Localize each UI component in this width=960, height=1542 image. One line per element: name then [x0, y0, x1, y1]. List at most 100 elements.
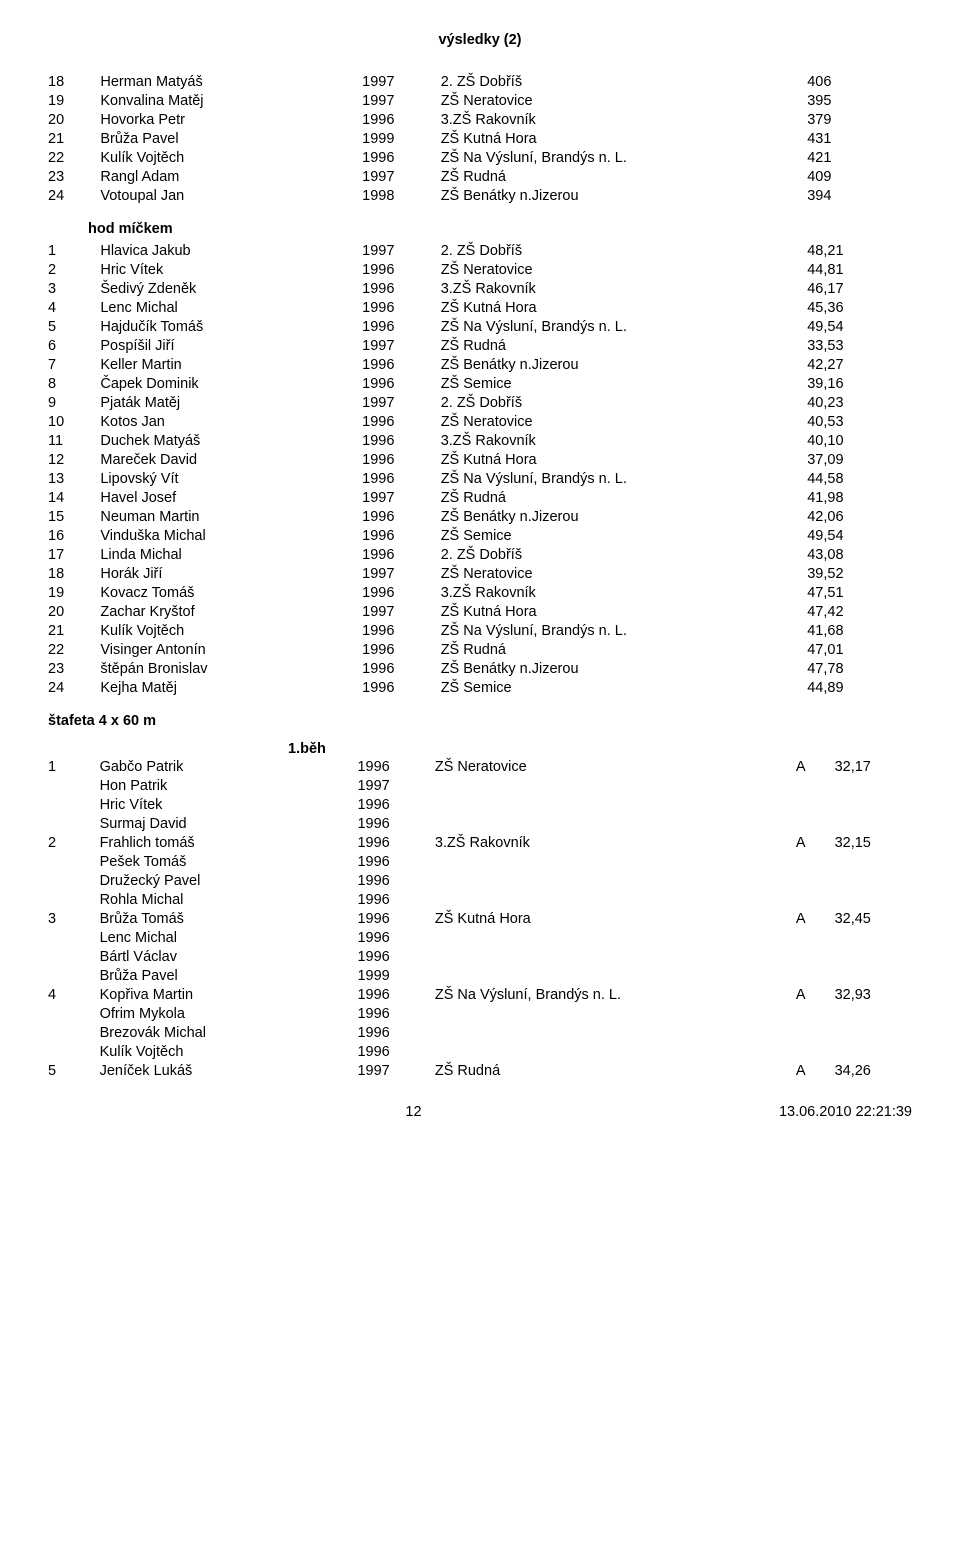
cell-school: ZŠ Rudná — [435, 1061, 796, 1080]
cell-letter — [796, 871, 835, 890]
cell-rank: 2 — [48, 833, 100, 852]
cell-name: štěpán Bronislav — [100, 659, 362, 678]
cell-year: 1996 — [362, 279, 441, 298]
cell-school: ZŠ Kutná Hora — [441, 298, 808, 317]
cell-name: Hlavica Jakub — [100, 241, 362, 260]
cell-name: Duchek Matyáš — [100, 431, 362, 450]
cell-name: Kulík Vojtěch — [100, 1042, 358, 1061]
cell-school: 2. ZŠ Dobříš — [441, 545, 808, 564]
cell-year: 1996 — [362, 110, 441, 129]
cell-result: 41,98 — [807, 488, 912, 507]
cell-result: 44,81 — [807, 260, 912, 279]
table-row: 19Konvalina Matěj1997ZŠ Neratovice395 — [48, 91, 912, 110]
cell-year: 1996 — [362, 260, 441, 279]
cell-year: 1996 — [357, 928, 434, 947]
cell-letter — [796, 795, 835, 814]
table-row: 10Kotos Jan1996ZŠ Neratovice40,53 — [48, 412, 912, 431]
cell-school: ZŠ Na Výsluní, Brandýs n. L. — [435, 985, 796, 1004]
table-row: 18Herman Matyáš19972. ZŠ Dobříš406 — [48, 72, 912, 91]
cell-rank: 19 — [48, 583, 100, 602]
cell-name: Hric Vítek — [100, 795, 358, 814]
cell-year: 1996 — [357, 757, 434, 776]
cell-rank: 20 — [48, 110, 100, 129]
table-row: 2Hric Vítek1996ZŠ Neratovice44,81 — [48, 260, 912, 279]
cell-time — [835, 1004, 912, 1023]
cell-name: Gabčo Patrik — [100, 757, 358, 776]
table-row: 1Hlavica Jakub19972. ZŠ Dobříš48,21 — [48, 241, 912, 260]
cell-rank — [48, 814, 100, 833]
cell-rank: 18 — [48, 72, 100, 91]
cell-time — [835, 1042, 912, 1061]
cell-school: ZŠ Benátky n.Jizerou — [441, 186, 808, 205]
table-row: Lenc Michal1996 — [48, 928, 912, 947]
cell-rank — [48, 852, 100, 871]
cell-rank — [48, 928, 100, 947]
cell-rank: 2 — [48, 260, 100, 279]
cell-year: 1997 — [362, 393, 441, 412]
cell-rank — [48, 1004, 100, 1023]
cell-letter — [796, 947, 835, 966]
cell-school: ZŠ Na Výsluní, Brandýs n. L. — [441, 621, 808, 640]
cell-year: 1996 — [362, 374, 441, 393]
timestamp: 13.06.2010 22:21:39 — [779, 1104, 912, 1120]
table-row: Ofrim Mykola1996 — [48, 1004, 912, 1023]
table-row: 20Zachar Kryštof1997ZŠ Kutná Hora47,42 — [48, 602, 912, 621]
cell-school — [435, 1023, 796, 1042]
page-header: výsledky (2) — [48, 32, 912, 48]
cell-name: Lipovský Vít — [100, 469, 362, 488]
cell-rank: 9 — [48, 393, 100, 412]
table-row: 18Horák Jiří1997ZŠ Neratovice39,52 — [48, 564, 912, 583]
cell-result: 44,89 — [807, 678, 912, 697]
table-row: 23štěpán Bronislav1996ZŠ Benátky n.Jizer… — [48, 659, 912, 678]
cell-result: 40,53 — [807, 412, 912, 431]
cell-letter — [796, 966, 835, 985]
cell-time — [835, 947, 912, 966]
cell-name: Hric Vítek — [100, 260, 362, 279]
cell-year: 1996 — [362, 678, 441, 697]
cell-year: 1996 — [357, 909, 434, 928]
cell-school: 3.ZŠ Rakovník — [441, 110, 808, 129]
cell-year: 1996 — [362, 317, 441, 336]
table-row: 11Duchek Matyáš19963.ZŠ Rakovník40,10 — [48, 431, 912, 450]
cell-time: 32,45 — [835, 909, 912, 928]
cell-rank: 12 — [48, 450, 100, 469]
cell-year: 1996 — [362, 431, 441, 450]
cell-letter: A — [796, 833, 835, 852]
table-row: 1Gabčo Patrik1996ZŠ NeratoviceA32,17 — [48, 757, 912, 776]
cell-year: 1996 — [357, 1004, 434, 1023]
table-row: 6Pospíšil Jiří1997ZŠ Rudná33,53 — [48, 336, 912, 355]
cell-time: 34,26 — [835, 1061, 912, 1080]
cell-letter — [796, 1023, 835, 1042]
cell-result: 40,23 — [807, 393, 912, 412]
cell-rank: 3 — [48, 279, 100, 298]
cell-year: 1998 — [362, 186, 441, 205]
cell-letter — [796, 852, 835, 871]
cell-time — [835, 852, 912, 871]
table-row: 23Rangl Adam1997ZŠ Rudná409 — [48, 167, 912, 186]
cell-name: Bártl Václav — [100, 947, 358, 966]
cell-year: 1996 — [362, 450, 441, 469]
cell-name: Mareček David — [100, 450, 362, 469]
cell-rank — [48, 947, 100, 966]
cell-name: Konvalina Matěj — [100, 91, 362, 110]
cell-name: Kopřiva Martin — [100, 985, 358, 1004]
cell-school: ZŠ Rudná — [441, 488, 808, 507]
page-footer: 12 13.06.2010 22:21:39 — [48, 1104, 912, 1120]
cell-result: 40,10 — [807, 431, 912, 450]
cell-name: Lenc Michal — [100, 298, 362, 317]
table-row: 24Votoupal Jan1998ZŠ Benátky n.Jizerou39… — [48, 186, 912, 205]
cell-rank: 19 — [48, 91, 100, 110]
cell-school: ZŠ Semice — [441, 374, 808, 393]
table-row: 21Kulík Vojtěch1996ZŠ Na Výsluní, Brandý… — [48, 621, 912, 640]
cell-result: 409 — [807, 167, 912, 186]
table-row: 13Lipovský Vít1996ZŠ Na Výsluní, Brandýs… — [48, 469, 912, 488]
cell-name: Surmaj David — [100, 814, 358, 833]
cell-name: Pjaták Matěj — [100, 393, 362, 412]
cell-name: Družecký Pavel — [100, 871, 358, 890]
table-row: 20Hovorka Petr19963.ZŠ Rakovník379 — [48, 110, 912, 129]
cell-result: 37,09 — [807, 450, 912, 469]
cell-year: 1996 — [357, 947, 434, 966]
cell-time — [835, 814, 912, 833]
table-row: 3Šedivý Zdeněk19963.ZŠ Rakovník46,17 — [48, 279, 912, 298]
cell-rank: 1 — [48, 241, 100, 260]
